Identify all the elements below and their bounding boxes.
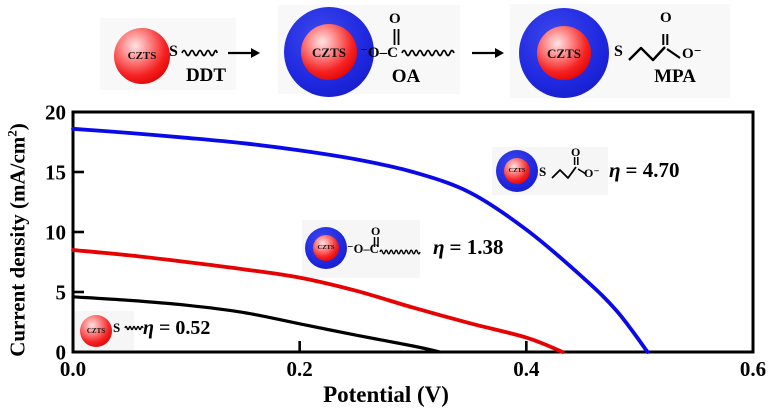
czts-label: CZTS (127, 49, 157, 62)
y-axis-title-close: ) (5, 123, 30, 131)
arrow-icon (472, 48, 504, 58)
curve-czts-oa (71, 248, 565, 354)
x-tick-label: 0.4 (513, 357, 540, 381)
czts-sphere-annotation-ddt: CZTS (80, 315, 112, 347)
y-tick-label: 20 (45, 101, 66, 125)
mpa-o-minus-label: O⁻ (682, 46, 702, 62)
arrow-icon (228, 48, 260, 58)
curve-czts-mpa (71, 126, 650, 354)
eta-value: = 4.70 (625, 158, 680, 182)
y-tick-label: 5 (56, 281, 67, 305)
carbonyl-o-label: O (389, 11, 401, 27)
annotation-oa-o-label: O (371, 224, 381, 238)
eta-symbol: η (609, 158, 621, 182)
czts-label: CZTS (547, 45, 581, 61)
carboxylate-oc-label: ⁻O–C (360, 45, 398, 61)
annotation-mpa-s-label: S (539, 164, 547, 179)
eta-value: = 1.38 (449, 235, 504, 259)
eta-value: = 0.52 (158, 317, 211, 339)
mpa-chain-bonds (628, 34, 681, 62)
x-axis-title: Potential (V) (323, 382, 449, 407)
czts-sphere-annotation-oa: CZTS (305, 227, 347, 269)
czts-sphere-annotation-mpa: CZTS (496, 150, 538, 192)
thiol-s-label: S (169, 43, 178, 60)
czts-sphere-mpa: CZTS (519, 8, 609, 98)
czts-core-oa: CZTS (301, 24, 357, 80)
annotation-mpa-chain-bonds (551, 157, 587, 179)
eta-symbol: η (433, 235, 445, 259)
czts-sphere-oa: CZTS (284, 7, 374, 97)
czts-label: CZTS (86, 326, 106, 335)
plot-frame (71, 110, 755, 354)
annotation-ddt-squiggle (124, 325, 144, 331)
czts-sphere-ddt: CZTS (114, 28, 170, 84)
czts-label: CZTS (312, 44, 346, 60)
oa-label: OA (391, 66, 421, 87)
annotation-ddt-s-label: S (113, 320, 121, 335)
y-axis-title-sup: 2 (4, 130, 20, 137)
czts-label: CZTS (317, 243, 335, 251)
efficiency-label-oa: η = 1.38 (433, 237, 504, 258)
mpa-label: MPA (654, 66, 696, 87)
annotation-oa-bond-squiggle (373, 237, 421, 255)
curve-czts-ddt (71, 295, 442, 354)
efficiency-label-mpa: η = 4.70 (609, 160, 680, 181)
mpa-carbonyl-o-label: O (660, 10, 672, 26)
x-tick-label: 0.2 (287, 357, 313, 381)
y-axis-title-text: Current density (mA/cm (5, 136, 30, 357)
czts-label: CZTS (508, 166, 526, 174)
x-tick-label: 0.6 (740, 357, 766, 381)
efficiency-label-ddt: η = 0.52 (143, 318, 210, 338)
annotation-oa-oc-label: ⁻O–C (347, 242, 379, 256)
eta-symbol: η (143, 317, 154, 339)
czts-core-annotation-mpa: CZTS (504, 158, 530, 184)
czts-core-mpa: CZTS (537, 26, 591, 80)
oa-bond-and-squiggle (393, 29, 455, 57)
x-tick-label: 0.0 (60, 357, 86, 381)
ddt-alkyl-squiggle (181, 49, 218, 57)
czts-core-annotation-oa: CZTS (313, 235, 339, 261)
ddt-label: DDT (185, 65, 227, 86)
y-tick-label: 15 (45, 161, 66, 185)
annotation-mpa-o-label: O (571, 145, 581, 159)
annotation-mpa-o-minus-label: O⁻ (584, 166, 600, 180)
y-tick-label: 0 (56, 341, 67, 365)
mpa-s-label: S (614, 43, 623, 60)
y-axis-title: Current density (mA/cm2) (4, 123, 30, 357)
y-tick-label: 10 (45, 221, 66, 245)
